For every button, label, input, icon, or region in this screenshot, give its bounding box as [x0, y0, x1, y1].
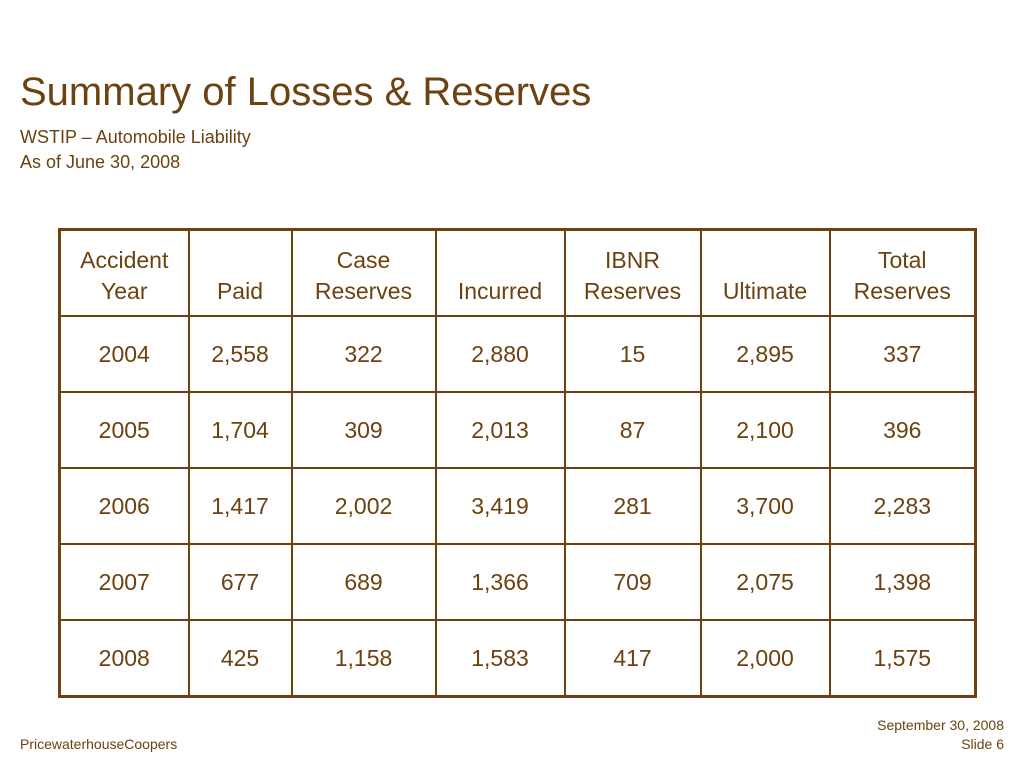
column-header: Paid: [187, 228, 293, 317]
footer-slide-number: Slide 6: [961, 736, 1004, 752]
column-header-line: Case: [336, 247, 391, 273]
slide-title: Summary of Losses & Reserves: [20, 70, 592, 114]
table-cell: 1,366: [434, 543, 566, 621]
column-header: IBNR Reserves: [563, 228, 702, 317]
column-header-line: Accident: [80, 247, 169, 273]
footer-right-block: September 30, 2008 Slide 6: [877, 716, 1004, 754]
column-header: Total Reserves: [828, 228, 977, 317]
column-header-line: Reserves: [853, 278, 951, 304]
table-cell: 425: [187, 619, 293, 698]
column-header-line: IBNR: [605, 247, 660, 273]
column-header: Case Reserves: [290, 228, 437, 317]
table-cell: 1,398: [828, 543, 977, 621]
table-cell: 2,013: [434, 391, 566, 469]
column-header-line: [702, 245, 829, 276]
column-header-line: Total: [877, 247, 927, 273]
table-cell: 2,075: [699, 543, 831, 621]
column-header-line: Ultimate: [722, 278, 808, 304]
table-cell: 2,000: [699, 619, 831, 698]
table-row: 2004 2,558 322 2,880 15 2,895 337: [58, 315, 977, 393]
column-header: Incurred: [434, 228, 566, 317]
table-cell: 2,283: [828, 467, 977, 545]
table-cell: 709: [563, 543, 702, 621]
table-cell: 3,700: [699, 467, 831, 545]
slide-subtitle-line2: As of June 30, 2008: [20, 152, 181, 172]
table-cell: 2,002: [290, 467, 437, 545]
table-cell: 87: [563, 391, 702, 469]
table-row: 2006 1,417 2,002 3,419 281 3,700 2,283: [58, 467, 977, 545]
table-cell: 1,704: [187, 391, 293, 469]
table-cell: 2005: [58, 391, 190, 469]
footer-date: September 30, 2008: [877, 717, 1004, 733]
table-cell: 2,100: [699, 391, 831, 469]
table-cell: 1,583: [434, 619, 566, 698]
column-header-line: Reserves: [583, 278, 682, 304]
column-header-line: Paid: [216, 278, 264, 304]
table-row: 2007 677 689 1,366 709 2,075 1,398: [58, 543, 977, 621]
table-cell: 689: [290, 543, 437, 621]
table-cell: 2,880: [434, 315, 566, 393]
table-row: 2005 1,704 309 2,013 87 2,100 396: [58, 391, 977, 469]
table-cell: 2004: [58, 315, 190, 393]
table-cell: 2008: [58, 619, 190, 698]
table-body: 2004 2,558 322 2,880 15 2,895 337 2005 1,704 309 2…: [58, 315, 977, 698]
table-cell: 2,895: [699, 315, 831, 393]
table-cell: 1,417: [187, 467, 293, 545]
column-header-line: Reserves: [314, 278, 413, 304]
table-cell: 396: [828, 391, 977, 469]
column-header: Ultimate: [699, 228, 831, 317]
table-cell: 337: [828, 315, 977, 393]
table-cell: 1,158: [290, 619, 437, 698]
column-header-line: [190, 245, 291, 276]
column-header-line: [437, 245, 564, 276]
footer-company: PricewaterhouseCoopers: [20, 736, 178, 752]
losses-reserves-table: Accident Year Paid Case Reserves Incurred IB…: [58, 228, 977, 698]
table-row: 2008 425 1,158 1,583 417 2,000 1,575: [58, 619, 977, 698]
column-header: Accident Year: [58, 228, 190, 317]
column-header-line: Year: [101, 278, 148, 304]
slide-subtitle-line1: WSTIP – Automobile Liability: [20, 127, 251, 147]
column-header-line: Incurred: [457, 278, 543, 304]
table-cell: 2007: [58, 543, 190, 621]
table-cell: 677: [187, 543, 293, 621]
table-cell: 417: [563, 619, 702, 698]
table-cell: 322: [290, 315, 437, 393]
table-cell: 309: [290, 391, 437, 469]
table-cell: 15: [563, 315, 702, 393]
table-cell: 2006: [58, 467, 190, 545]
table-cell: 1,575: [828, 619, 977, 698]
table-cell: 281: [563, 467, 702, 545]
table-cell: 3,419: [434, 467, 566, 545]
table-cell: 2,558: [187, 315, 293, 393]
table-header-row: Accident Year Paid Case Reserves Incurred IB…: [58, 228, 977, 317]
